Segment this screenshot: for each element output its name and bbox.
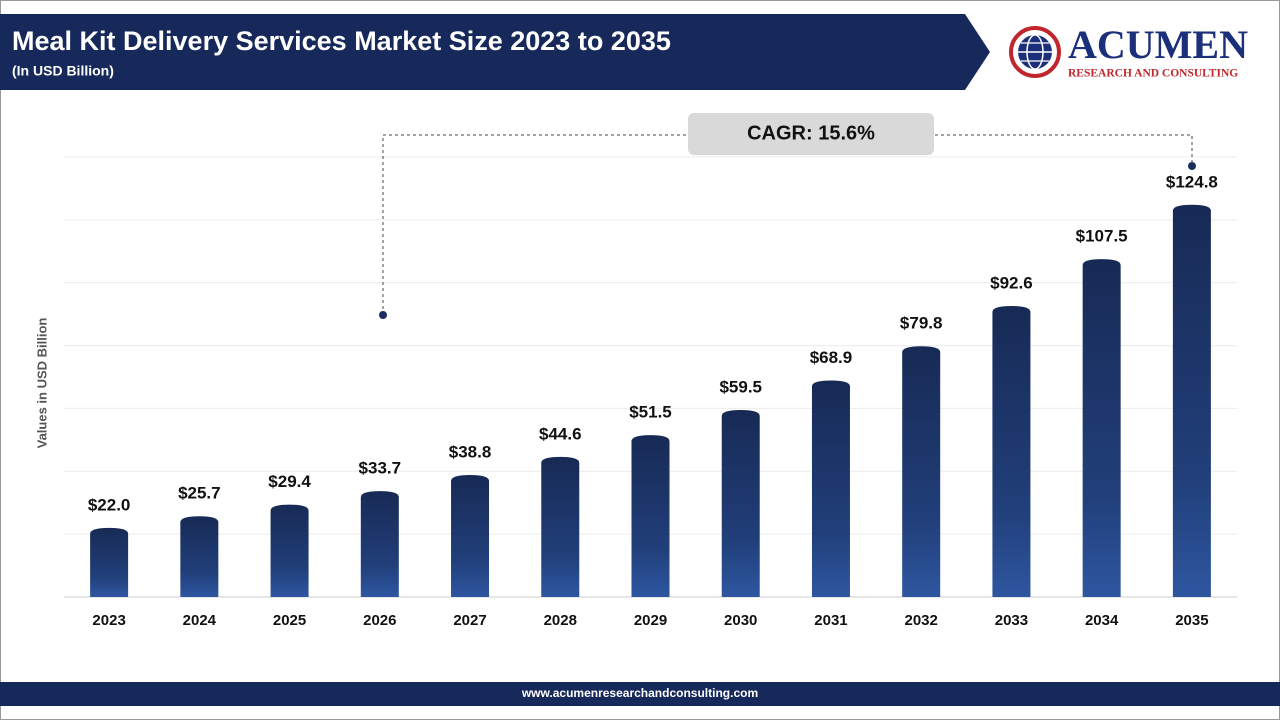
data-label: $25.7 bbox=[178, 484, 221, 503]
x-tick-label: 2030 bbox=[724, 612, 757, 629]
bar bbox=[992, 305, 1031, 597]
bar bbox=[90, 527, 129, 597]
data-label: $107.5 bbox=[1076, 227, 1128, 246]
x-tick-label: 2035 bbox=[1175, 612, 1208, 629]
x-tick-label: 2023 bbox=[92, 612, 125, 629]
bar bbox=[270, 504, 309, 597]
data-label: $33.7 bbox=[359, 459, 402, 478]
data-label: $22.0 bbox=[88, 495, 131, 514]
bar bbox=[811, 380, 850, 597]
data-label: $92.6 bbox=[990, 273, 1033, 292]
bar bbox=[541, 456, 580, 597]
y-axis-label: Values in USD Billion bbox=[34, 318, 49, 449]
data-label: $44.6 bbox=[539, 424, 582, 443]
bar bbox=[451, 475, 490, 597]
data-label: $124.8 bbox=[1166, 172, 1218, 191]
bar bbox=[360, 491, 399, 597]
x-tick-label: 2026 bbox=[363, 612, 396, 629]
bar bbox=[902, 346, 941, 597]
cagr-box bbox=[688, 113, 934, 155]
cagr-dot bbox=[379, 311, 387, 319]
bar bbox=[1172, 204, 1211, 597]
x-tick-label: 2031 bbox=[814, 612, 847, 629]
logo-tagline: RESEARCH AND CONSULTING bbox=[1068, 68, 1238, 80]
data-label: $59.5 bbox=[719, 377, 762, 396]
bar bbox=[180, 516, 219, 597]
x-tick-label: 2028 bbox=[544, 612, 577, 629]
x-tick-label: 2034 bbox=[1085, 612, 1119, 629]
title: Meal Kit Delivery Services Market Size 2… bbox=[12, 26, 671, 56]
x-tick-label: 2027 bbox=[453, 612, 486, 629]
x-tick-label: 2024 bbox=[183, 612, 217, 629]
bar bbox=[1082, 259, 1121, 597]
x-tick-label: 2029 bbox=[634, 612, 667, 629]
footer-url: www.acumenresearchandconsulting.com bbox=[521, 686, 758, 700]
x-tick-label: 2032 bbox=[905, 612, 938, 629]
data-label: $51.5 bbox=[629, 403, 672, 422]
data-label: $29.4 bbox=[268, 472, 311, 491]
data-label: $68.9 bbox=[810, 348, 853, 367]
data-label: $79.8 bbox=[900, 314, 943, 333]
logo-icon bbox=[1009, 26, 1061, 78]
x-tick-label: 2025 bbox=[273, 612, 306, 629]
bar bbox=[721, 410, 760, 597]
x-tick-label: 2033 bbox=[995, 612, 1028, 629]
footer-bar bbox=[0, 682, 1280, 706]
bar bbox=[631, 435, 670, 597]
cagr-text: CAGR: 15.6% bbox=[747, 122, 875, 144]
cagr-dot bbox=[1188, 162, 1196, 170]
subtitle: (In USD Billion) bbox=[12, 63, 114, 79]
title-banner bbox=[0, 14, 990, 90]
logo-name: ACUMEN bbox=[1068, 22, 1248, 67]
data-label: $38.8 bbox=[449, 443, 492, 462]
